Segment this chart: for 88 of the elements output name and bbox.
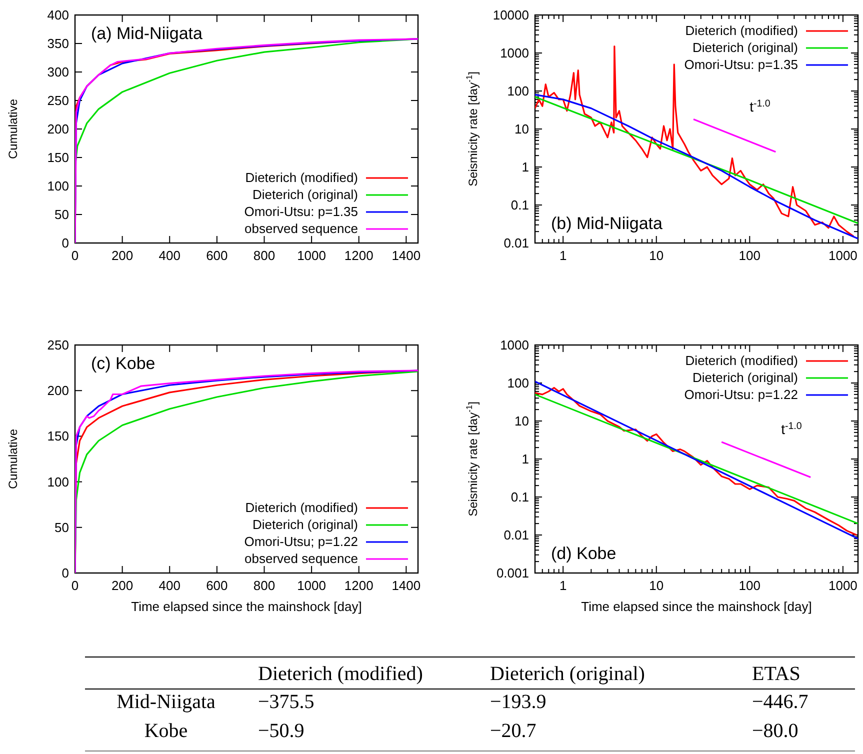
x-axis-title: Time elapsed since the mainshock [day]: [131, 599, 362, 614]
legend-label: Omori-Utsu; p=1.22: [244, 534, 358, 549]
y-tick-label: 150: [47, 150, 69, 165]
y-tick-label: 10: [514, 122, 529, 136]
y-tick-label: 0.01: [504, 528, 529, 542]
legend-label: Dieterich (original): [252, 517, 358, 532]
x-tick-label: 600: [206, 578, 228, 593]
annotation: t$^{-1.0}$: [750, 98, 771, 114]
legend-label: observed sequence: [244, 221, 358, 236]
text: (d) Kobe: [551, 544, 616, 563]
text: (b) Mid-Niigata: [551, 214, 664, 233]
legend-label: Dieterich (modified): [685, 23, 798, 38]
legend-label: Dieterich (modified): [245, 170, 358, 185]
y-tick-label: 0.01: [504, 236, 529, 250]
y-axis-title: Cumulative: [6, 98, 20, 160]
x-tick-label: 100: [738, 248, 761, 263]
y-tick-label: 400: [47, 8, 69, 22]
y-tick-label: 200: [47, 122, 69, 136]
y-tick-label: 100: [47, 474, 69, 490]
y-tick-label: 150: [47, 428, 69, 444]
legend-label: Dieterich (original): [252, 187, 358, 202]
y-tick-label: 250: [47, 93, 69, 108]
legend-label: Dieterich (original): [692, 40, 798, 55]
y-tick-label: 0.1: [510, 490, 529, 504]
x-tick-label: 200: [111, 248, 134, 263]
text: −50.9: [258, 720, 304, 742]
x-tick-label: 0: [71, 578, 79, 593]
x-tick-label: 1400: [392, 248, 421, 263]
text: (a) Mid-Niigata: [91, 24, 204, 43]
x-tick-label: 1: [559, 248, 567, 263]
x-tick-label: 0: [71, 248, 79, 263]
category-label: ETAS: [752, 663, 800, 685]
x-tick-label: 800: [253, 248, 276, 263]
y-tick-label: 200: [47, 383, 69, 398]
x-tick-label: 400: [158, 578, 180, 593]
x-tick-label: 1000: [828, 248, 858, 263]
y-tick-label: 300: [47, 64, 69, 80]
x-tick-label: 400: [158, 248, 180, 263]
y-tick-label: 350: [47, 36, 69, 51]
y-tick-label: 100: [47, 178, 69, 194]
text: −446.7: [752, 691, 808, 713]
legend-label: Omori-Utsu: p=1.35: [244, 204, 358, 219]
y-tick-label: 250: [47, 338, 69, 352]
text: −375.5: [258, 691, 314, 713]
text: −80.0: [752, 720, 798, 742]
text: (c) Kobe: [91, 354, 156, 373]
y-tick-label: 1000: [500, 338, 529, 352]
text: −193.9: [490, 691, 546, 713]
x-tick-label: 100: [738, 578, 761, 593]
x-tick-label: 1000: [828, 578, 858, 593]
x-tick-label: 800: [253, 578, 276, 593]
y-tick-label: 0: [62, 566, 69, 580]
legend-label: Omori-Utsu: p=1.22: [684, 387, 798, 402]
y-tick-label: 100: [507, 376, 529, 390]
legend-label: Dieterich (modified): [245, 500, 358, 515]
y-tick-label: 1000: [500, 46, 529, 60]
y-tick-label: 10000: [492, 8, 529, 22]
legend-label: Omori-Utsu: p=1.35: [684, 57, 798, 72]
category-label: Mid-Niigata: [116, 691, 216, 713]
x-tick-label: 1400: [392, 578, 421, 593]
y-axis-title: Cumulative: [6, 428, 20, 490]
x-tick-label: 10: [649, 578, 664, 593]
y-tick-label: 1: [522, 160, 529, 174]
x-axis-title: Time elapsed since the mainshock [day]: [581, 599, 812, 614]
text: −20.7: [490, 720, 536, 742]
x-tick-label: 10: [649, 248, 664, 263]
x-tick-label: 1000: [297, 248, 326, 263]
x-tick-label: 1000: [297, 578, 326, 593]
y-tick-label: 0.1: [510, 198, 529, 212]
category-label: Dieterich (modified): [258, 663, 423, 685]
x-tick-label: 600: [206, 248, 228, 263]
y-tick-label: 0: [62, 236, 69, 250]
y-tick-label: 10: [514, 414, 529, 428]
x-tick-label: 1: [559, 578, 567, 593]
y-tick-label: 50: [54, 520, 69, 535]
y-tick-label: 1: [522, 452, 529, 466]
y-tick-label: 0.001: [496, 566, 529, 580]
legend-label: observed sequence: [244, 551, 358, 566]
x-tick-label: 200: [111, 578, 134, 593]
y-tick-label: 50: [54, 207, 69, 222]
category-label: Dieterich (original): [490, 663, 645, 685]
category-label: Kobe: [144, 720, 188, 742]
y-tick-label: 100: [507, 84, 529, 98]
annotation: t$^{-1.0}$: [781, 420, 802, 438]
legend-label: Dieterich (modified): [685, 353, 798, 368]
x-tick-label: 1200: [344, 578, 374, 593]
legend-label: Dieterich (original): [692, 370, 798, 385]
x-tick-label: 1200: [344, 248, 374, 263]
